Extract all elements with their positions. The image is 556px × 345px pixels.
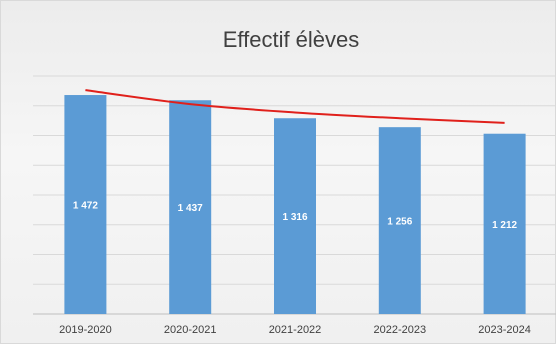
data-label: 1 437 xyxy=(178,203,203,214)
data-label: 1 472 xyxy=(73,201,98,212)
bar-2023-2024 xyxy=(483,133,526,314)
data-label: 1 316 xyxy=(282,212,307,223)
trendline-group xyxy=(85,89,505,124)
bar-2019-2020 xyxy=(64,95,107,314)
bar-2021-2022 xyxy=(274,118,316,315)
bar-2020-2021 xyxy=(169,100,212,314)
bars xyxy=(64,95,526,315)
trendline xyxy=(85,89,505,124)
x-tick-labels: 2019-2020 2020-2021 2021-2022 2022-2023 2023… xyxy=(59,324,531,336)
data-label: 1 256 xyxy=(387,217,412,228)
x-tick-label: 2020-2021 xyxy=(164,324,217,336)
x-tick-label: 2021-2022 xyxy=(269,324,322,336)
data-labels: 1 472 1 437 1 316 1 256 1 212 xyxy=(73,201,518,231)
bar-2022-2023 xyxy=(378,127,421,314)
x-tick-label: 2023-2024 xyxy=(478,324,531,336)
x-tick-label: 2022-2023 xyxy=(373,324,426,336)
x-tick-label: 2019-2020 xyxy=(59,324,112,336)
data-label: 1 212 xyxy=(492,220,517,231)
chart-title: Effectif élèves xyxy=(223,27,360,52)
